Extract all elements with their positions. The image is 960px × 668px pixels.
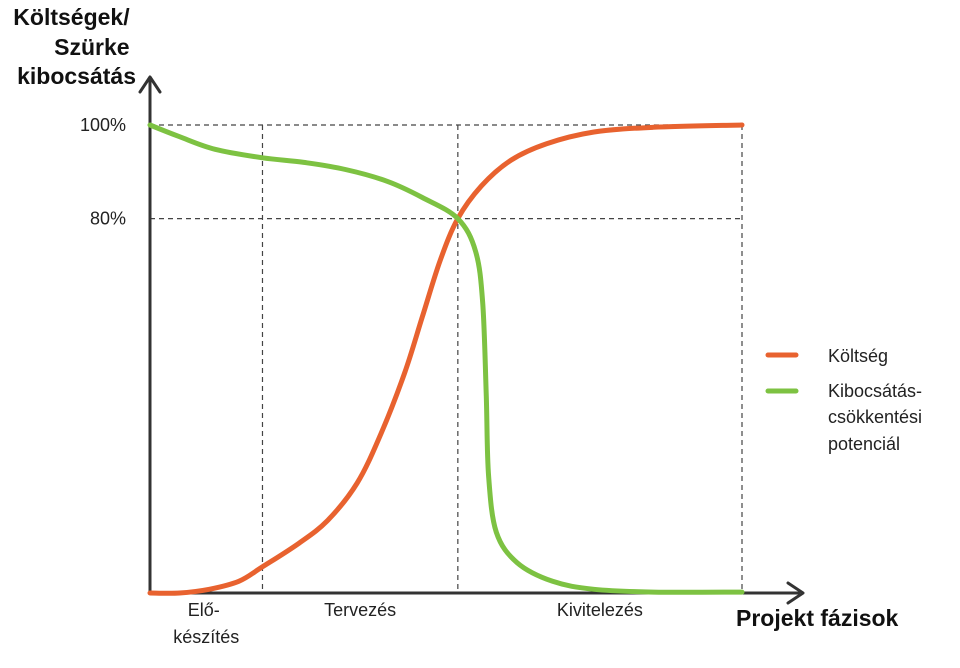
grid-lines bbox=[150, 124, 743, 593]
y-axis-title-line-3: kibocsátás bbox=[17, 63, 136, 89]
x-axis-arrow bbox=[786, 581, 805, 605]
phase-label-tervezes-line-1: Tervezés bbox=[324, 600, 396, 620]
y-axis-title-line-1: Költségek/ bbox=[13, 4, 130, 30]
legend-label-kibocsatas-line-2: csökkentési bbox=[828, 407, 922, 427]
legend: Költség Kibocsátás- csökkentési potenciá… bbox=[765, 346, 927, 454]
phase-label-kivitelezes: Kivitelezés bbox=[557, 600, 643, 620]
y-axis-title-line-2: Szürke bbox=[54, 34, 129, 60]
y-tick-label-100: 100% bbox=[80, 115, 126, 135]
legend-label-koltseg: Költség bbox=[828, 346, 888, 366]
legend-label-kibocsatas-line-3: potenciál bbox=[828, 434, 900, 454]
phase-label-elokeszites: Elő- készítés bbox=[173, 600, 239, 647]
series-line-kibocsatas bbox=[147, 122, 745, 595]
legend-label-kibocsatas-line-1: Kibocsátás- bbox=[828, 381, 922, 401]
phase-label-tervezes: Tervezés bbox=[324, 600, 396, 620]
y-axis-title: Költségek/ Szürke kibocsátás bbox=[13, 4, 136, 89]
phase-label-elokeszites-line-2: készítés bbox=[173, 627, 239, 647]
y-tick-label-80: 80% bbox=[90, 209, 126, 229]
x-axis-title: Projekt fázisok bbox=[736, 605, 899, 631]
series-line-koltseg bbox=[147, 122, 745, 596]
phase-label-kivitelezes-line-1: Kivitelezés bbox=[557, 600, 643, 620]
y-axis-arrow bbox=[138, 75, 162, 94]
phase-label-elokeszites-line-1: Elő- bbox=[188, 600, 220, 620]
legend-label-kibocsatas: Kibocsátás- csökkentési potenciál bbox=[828, 381, 927, 454]
